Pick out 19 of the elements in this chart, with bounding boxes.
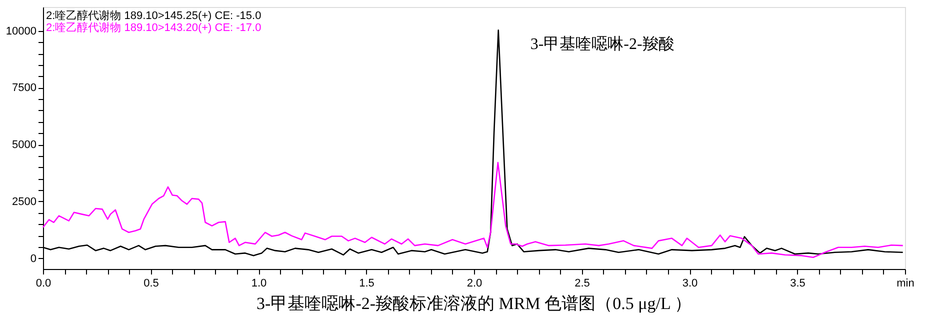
text: 2:喹乙醇代谢物 189.10>143.20(+) CE: -17.0 [46,21,262,34]
line-series [42,162,904,258]
x-tick-label: 2.5 [574,278,590,290]
x-tick-label: 0.0 [36,278,52,290]
y-tick-label: 0 [30,252,36,265]
x-tick-label: 3.0 [682,278,698,290]
y-tick-label: 5000 [12,139,36,152]
x-tick-label: min [896,278,914,290]
x-tick-label: 2.0 [466,278,482,290]
y-tick-label: 2500 [12,196,36,208]
x-tick-label: 0.5 [144,278,159,290]
y-tick-label: 7500 [12,82,36,94]
x-tick-label: 1.5 [359,278,374,290]
x-tick-label: 1.0 [251,278,267,290]
y-tick-label: 10000 [6,25,36,38]
text: 3-甲基喹噁啉-2-羧酸标准溶液的 MRM 色谱图（0.5 μg/L ） [256,294,692,313]
text: 2:喹乙醇代谢物 189.10>145.25(+) CE: -15.0 [46,9,262,22]
annotation: 3-甲基喹噁啉-2-羧酸 [530,35,674,54]
x-tick-label: 3.5 [790,278,806,290]
